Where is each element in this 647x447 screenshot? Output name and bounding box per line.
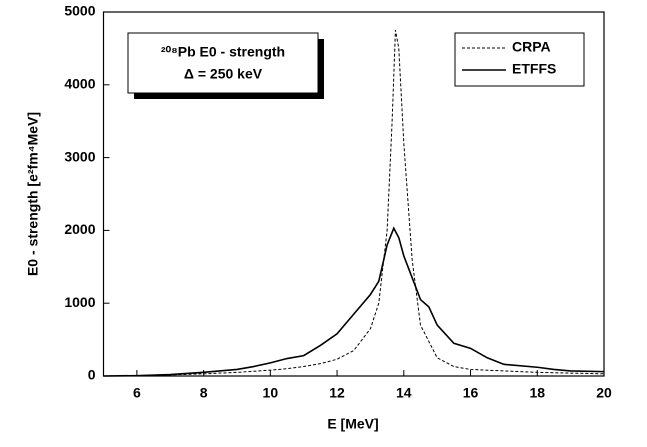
legend-label: CRPA bbox=[512, 39, 551, 55]
x-tick-label: 6 bbox=[133, 385, 141, 401]
y-axis-label: E0 - strength [e²fm⁴MeV] bbox=[25, 112, 41, 276]
x-tick-label: 16 bbox=[463, 385, 479, 401]
legend-box bbox=[454, 32, 585, 87]
y-tick-label: 0 bbox=[88, 367, 96, 383]
x-tick-label: 14 bbox=[396, 385, 412, 401]
y-tick-label: 3000 bbox=[64, 148, 95, 164]
legend-label: ETFFS bbox=[512, 61, 556, 77]
y-tick-label: 5000 bbox=[64, 3, 95, 19]
x-tick-label: 20 bbox=[596, 385, 612, 401]
x-axis-label: E [MeV] bbox=[327, 416, 378, 432]
plot-frame bbox=[102, 11, 605, 377]
x-tick-label: 12 bbox=[329, 385, 345, 401]
annotation-text: Δ = 250 keV bbox=[184, 66, 263, 82]
annotation-box bbox=[127, 32, 319, 94]
annotation-text: ²⁰⁸Pb E0 - strength bbox=[161, 44, 285, 60]
y-tick-label: 2000 bbox=[64, 221, 95, 237]
x-tick-label: 18 bbox=[529, 385, 545, 401]
series-line bbox=[103, 30, 605, 377]
y-tick-label: 1000 bbox=[64, 294, 95, 310]
series-line bbox=[103, 226, 605, 377]
y-tick-label: 4000 bbox=[64, 76, 95, 92]
x-tick-label: 8 bbox=[200, 385, 208, 401]
x-tick-label: 10 bbox=[263, 385, 279, 401]
